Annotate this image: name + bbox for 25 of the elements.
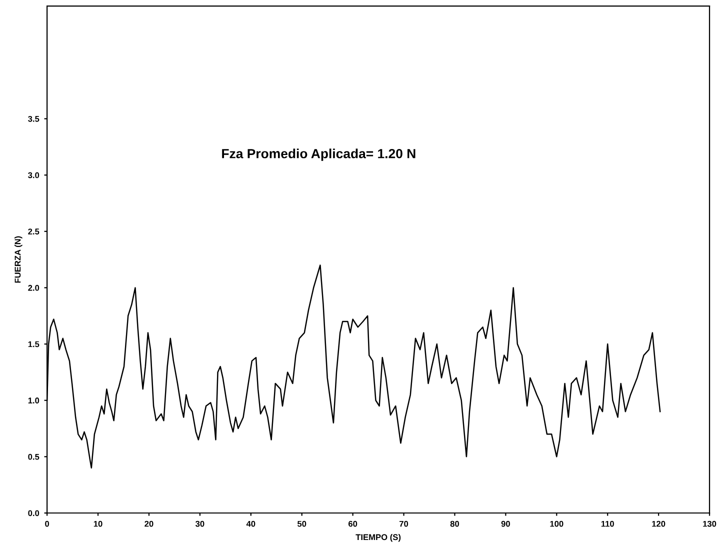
y-tick-label: 3.5 (28, 116, 40, 122)
y-tick-label: 0.5 (28, 454, 40, 460)
y-tick-label: 1.0 (28, 398, 40, 404)
x-tick-label: 0 (45, 520, 50, 527)
x-tick-label: 110 (601, 520, 614, 527)
x-tick-label: 60 (348, 520, 358, 527)
x-tick-label: 130 (703, 520, 716, 527)
y-tick-label: 3.0 (28, 172, 40, 178)
x-tick-label: 50 (297, 520, 306, 527)
x-tick-label: 120 (652, 520, 666, 527)
annotation: Fza Promedio Aplicada= 1.20 N (222, 148, 416, 161)
x-tick-label: 30 (195, 520, 204, 527)
y-tick-label: 0.0 (28, 510, 40, 516)
x-tick-label: 100 (550, 520, 564, 527)
x-tick-label: 90 (501, 520, 510, 527)
y-tick-label: 1.5 (28, 341, 40, 348)
x-tick-label: 20 (144, 520, 154, 527)
y-tick-label: 2.0 (28, 284, 40, 291)
x-axis-title: TIEMPO (S) (356, 534, 401, 542)
x-tick-label: 70 (399, 520, 408, 527)
y-tick-label: 2.5 (28, 228, 40, 234)
x-tick-label: 80 (450, 520, 460, 527)
y-axis-title: FUERZA (N) (14, 236, 22, 283)
x-tick-label: 40 (246, 520, 256, 527)
x-tick-label: 10 (94, 520, 102, 527)
